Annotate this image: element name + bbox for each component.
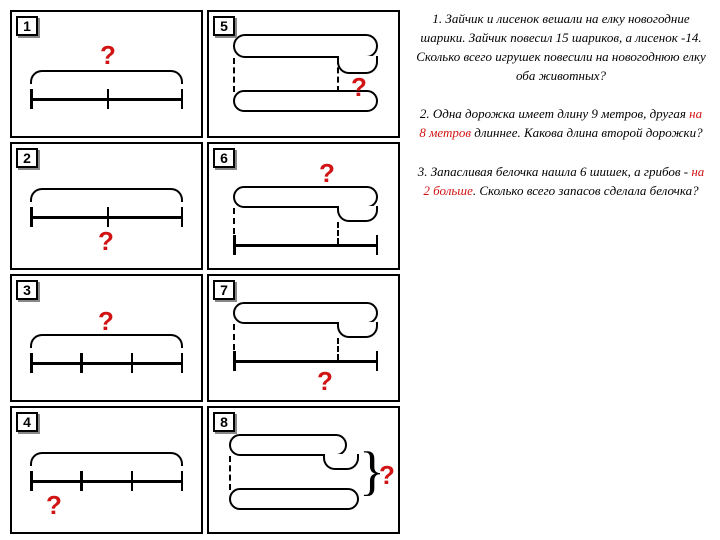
p2-part-b: длиннее. Какова длина второй дорожки?	[471, 125, 703, 140]
dash-l	[233, 324, 235, 360]
p3-part-a: 3. Запасливая белочка нашла 6 шишек, а г…	[418, 164, 692, 179]
dash-l	[229, 456, 231, 490]
line-bottom	[233, 360, 378, 363]
problem-2: 2. Одна дорожка имеет длину 9 метров, др…	[416, 105, 706, 143]
badge-7: 7	[213, 280, 235, 300]
badge-4: 4	[16, 412, 38, 432]
cell-3: 3 ?	[10, 274, 203, 402]
bar-top	[233, 302, 378, 324]
bar-top	[233, 186, 378, 208]
problems-panel: 1. Зайчик и лисенок вешали на елку новог…	[412, 10, 710, 530]
cell-8: 8 } ?	[207, 406, 400, 534]
cell-5: 5 ?	[207, 10, 400, 138]
badge-2: 2	[16, 148, 38, 168]
qmark: ?	[319, 158, 335, 189]
cell-2: 2 ?	[10, 142, 203, 270]
qmark: ?	[100, 40, 116, 71]
number-line	[30, 98, 183, 101]
p2-part-a: 2. Одна дорожка имеет длину 9 метров, др…	[420, 106, 689, 121]
dash-r	[337, 222, 339, 244]
cell-4: 4 ?	[10, 406, 203, 534]
badge-5: 5	[213, 16, 235, 36]
dash-l	[233, 208, 235, 244]
badge-8: 8	[213, 412, 235, 432]
qmark: ?	[98, 226, 114, 257]
problem-1: 1. Зайчик и лисенок вешали на елку новог…	[416, 10, 706, 85]
p3-part-b: . Сколько всего запасов сделала белочка?	[473, 183, 699, 198]
bar-bottom	[229, 488, 359, 510]
dash-r	[337, 58, 339, 92]
line-bottom	[233, 244, 378, 247]
bar-ext	[323, 454, 359, 470]
cell-1: 1 ?	[10, 10, 203, 138]
cell-7: 7 ?	[207, 274, 400, 402]
number-line	[30, 480, 183, 483]
bar-top	[229, 434, 347, 456]
problem-3: 3. Запасливая белочка нашла 6 шишек, а г…	[416, 163, 706, 201]
bracket-top	[30, 188, 183, 202]
badge-1: 1	[16, 16, 38, 36]
bar-ext	[337, 322, 378, 338]
diagram-grid: 1 ? 5 ? 2 ? 6 ?	[10, 10, 400, 530]
qmark: ?	[351, 72, 367, 103]
qmark: ?	[317, 366, 333, 397]
bracket-top	[30, 452, 183, 466]
badge-6: 6	[213, 148, 235, 168]
bracket-top	[30, 70, 183, 84]
dash-r	[337, 338, 339, 360]
qmark: ?	[98, 306, 114, 337]
cell-6: 6 ?	[207, 142, 400, 270]
qmark: ?	[379, 460, 395, 491]
number-line	[30, 362, 183, 365]
qmark: ?	[46, 490, 62, 521]
bar-top	[233, 34, 378, 58]
badge-3: 3	[16, 280, 38, 300]
dash-l	[233, 58, 235, 92]
bar-ext	[337, 206, 378, 222]
number-line	[30, 216, 183, 219]
